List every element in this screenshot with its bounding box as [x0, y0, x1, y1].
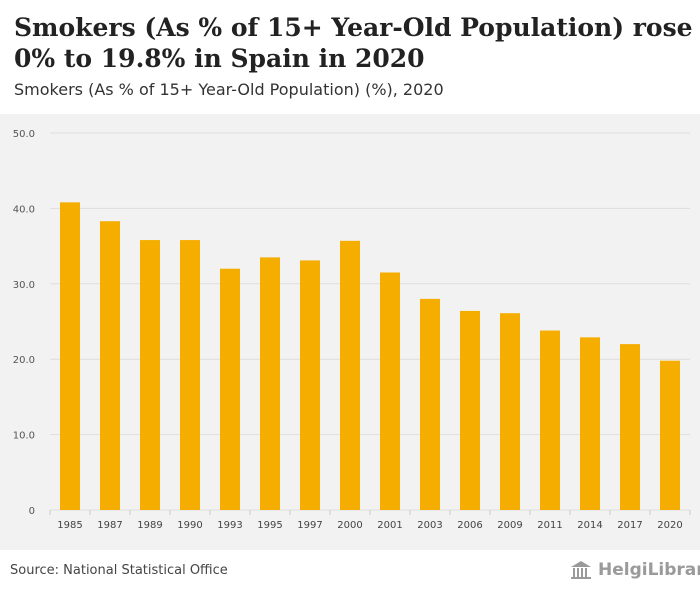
x-tick-label: 1997: [297, 520, 322, 531]
bar-2014: [580, 337, 600, 510]
bar-1985: [60, 202, 80, 511]
x-tick-label: 2003: [417, 520, 442, 531]
bar-2001: [380, 272, 400, 510]
x-tick-label: 2001: [377, 520, 402, 531]
source-note: Source: National Statistical Office: [10, 563, 228, 578]
x-tick-label: 2006: [457, 520, 482, 531]
bar-1989: [140, 240, 160, 510]
y-tick-label: 10.0: [13, 431, 35, 442]
bar-1997: [300, 260, 320, 510]
library-building-icon: [571, 561, 591, 579]
x-tick-label: 2000: [337, 520, 362, 531]
x-tick-label: 1987: [97, 520, 122, 531]
x-tick-label: 1990: [177, 520, 202, 531]
y-tick-label: 50.0: [13, 129, 35, 140]
chart-title: Smokers (As % of 15+ Year-Old Population…: [14, 13, 693, 73]
x-tick-label: 1993: [217, 520, 242, 531]
bar-2017: [620, 344, 640, 510]
x-tick-label: 1985: [57, 520, 82, 531]
bar-1995: [260, 257, 280, 510]
bar-2000: [340, 240, 360, 510]
bar-1993: [220, 268, 240, 510]
bar-2020: [660, 360, 680, 510]
chart-subtitle: Smokers (As % of 15+ Year-Old Population…: [14, 80, 444, 99]
x-tick-label: 2011: [537, 520, 562, 531]
x-tick-label: 2017: [617, 520, 642, 531]
bar-2006: [460, 310, 480, 510]
bar-2011: [540, 330, 560, 510]
y-tick-label: 20.0: [13, 355, 35, 366]
y-tick-label: 30.0: [13, 280, 35, 291]
bar-chart: 0 10.0 20.0 30.0 40.0 50.0 1985 1987 1989 1990 199…: [13, 129, 691, 531]
x-tick-label: 2009: [497, 520, 522, 531]
bar-2009: [500, 313, 520, 510]
y-tick-label: 0: [29, 506, 35, 517]
x-tick-label: 2014: [577, 520, 602, 531]
x-tick-label: 1995: [257, 520, 282, 531]
helgi-library-logo: HelgiLibrary: [570, 560, 700, 580]
y-tick-label: 40.0: [13, 204, 35, 215]
bar-1987: [100, 221, 120, 510]
x-tick-label: 1989: [137, 520, 162, 531]
bar-1990: [180, 240, 200, 510]
x-tick-label: 2020: [657, 520, 682, 531]
logo-text: HelgiLibrary: [598, 560, 700, 580]
bar-2003: [420, 298, 440, 510]
